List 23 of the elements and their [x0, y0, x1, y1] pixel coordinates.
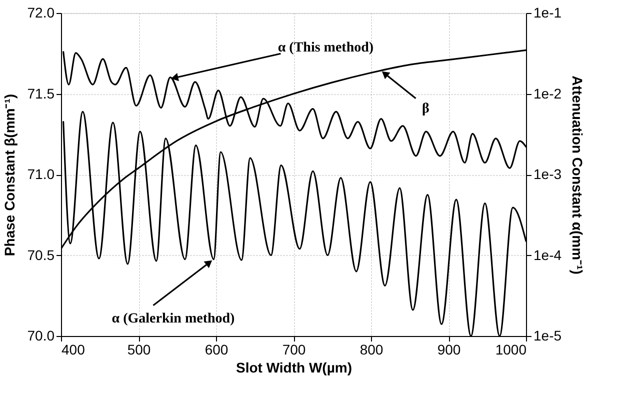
y2-tick-label: 1e-3 [534, 166, 562, 182]
y-tick-label: 72.0 [27, 4, 55, 20]
annotation: α (Galerkin method) [112, 311, 236, 326]
y-tick-label: 70.5 [27, 246, 55, 263]
annotation: α (This method) [278, 40, 374, 56]
annotation: β [422, 101, 430, 116]
y2-tick-label: 1e-1 [534, 4, 562, 20]
x-tick-label: 600 [204, 342, 228, 358]
x-tick-label: 700 [282, 342, 306, 358]
x-tick-label: 400 [62, 342, 86, 358]
x-tick-label: 500 [127, 342, 151, 358]
x-tick-label: 900 [437, 342, 461, 358]
y2-tick-label: 1e-2 [534, 85, 562, 102]
x-tick-label: 1000 [495, 342, 527, 358]
y-tick-label: 71.0 [27, 166, 55, 182]
x-axis-title: Slot Width W(µm) [236, 360, 352, 376]
y2-tick-label: 1e-5 [534, 328, 562, 344]
y2-tick-label: 1e-4 [534, 246, 562, 263]
y-tick-label: 71.5 [27, 85, 55, 102]
y-axis-title: Phase Constant β(mm⁻¹) [1, 94, 18, 256]
y-tick-label: 70.0 [27, 328, 55, 344]
x-tick-label: 800 [360, 342, 384, 358]
y2-axis-title: Attenuation Constant α(mm⁻¹) [570, 76, 586, 274]
